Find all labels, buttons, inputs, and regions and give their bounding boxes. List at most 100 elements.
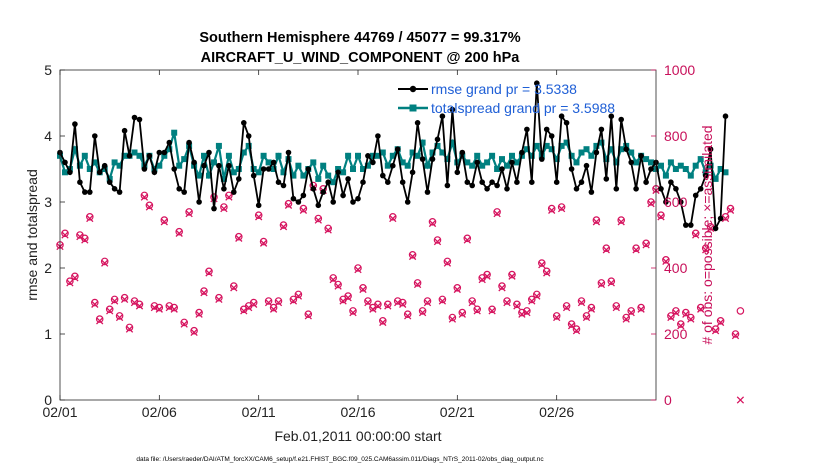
obs-assimilated-point [408, 252, 417, 261]
obs-assimilated-point [557, 204, 566, 213]
rmse-point [360, 179, 366, 185]
rmse-point [648, 166, 654, 172]
y-left-tick-label: 1 [44, 326, 52, 342]
totalspread-point [667, 159, 674, 166]
rmse-point [643, 179, 649, 185]
totalspread-point [260, 152, 267, 159]
rmse-point [588, 189, 595, 195]
rmse-point [201, 162, 207, 169]
rmse-point [300, 192, 307, 199]
rmse-point [241, 120, 247, 126]
obs-possible-point [428, 218, 437, 226]
rmse-point [87, 189, 93, 195]
rmse-point [206, 149, 212, 156]
rmse-point [573, 186, 580, 192]
totalspread-point [86, 166, 93, 172]
rmse-point [717, 215, 724, 222]
obs-assimilated-point [726, 206, 735, 214]
rmse-point [424, 189, 431, 195]
totalspread-point [225, 152, 232, 159]
totalspread-point [598, 139, 605, 146]
x-tick-label: 02/11 [242, 404, 276, 420]
rmse-point [563, 120, 570, 126]
rmse-point [181, 189, 187, 195]
obs-possible-point [632, 244, 640, 253]
rmse-point [72, 121, 78, 127]
obs-possible-point [388, 213, 397, 221]
obs-assimilated-point [428, 219, 437, 228]
obs-possible-point [66, 277, 74, 286]
rmse-point [315, 202, 322, 209]
rmse-point [712, 225, 719, 232]
totalspread-point [196, 172, 203, 179]
obs-assimilated-point [205, 269, 213, 277]
rmse-point [116, 189, 123, 195]
obs-assimilated-point [697, 305, 705, 313]
rmse-point [82, 189, 88, 195]
obs-assimilated-point [324, 226, 332, 234]
rmse-point [245, 133, 252, 139]
obs-assimilated-point [255, 213, 263, 221]
obs-assimilated-point [592, 218, 601, 226]
obs-possible-point [378, 316, 387, 325]
rmse-point [126, 153, 133, 159]
obs-assimilated-point [110, 297, 119, 305]
obs-possible-point [508, 270, 516, 279]
totalspread-point [608, 146, 615, 153]
obs-possible-point [711, 325, 720, 333]
obs-possible-point [488, 305, 496, 314]
totalspread-point [692, 162, 699, 169]
rmse-point [598, 126, 605, 133]
obs-possible-point [523, 307, 531, 315]
obs-assimilated-point [607, 279, 615, 287]
obs-assimilated-point [597, 280, 606, 289]
obs-assimilated-point [572, 327, 581, 335]
obs-assimilated-point [304, 312, 312, 320]
rmse-point [270, 159, 277, 166]
totalspread-point [717, 166, 724, 172]
obs-assimilated-point [200, 289, 208, 297]
obs-possible-point [736, 307, 745, 315]
rmse-point [543, 126, 550, 133]
obs-assimilated-point [344, 294, 352, 302]
rmse-point [390, 162, 396, 169]
obs-possible-point [612, 302, 621, 310]
obs-assimilated-point [513, 302, 521, 310]
obs-possible-point [667, 312, 675, 320]
totalspread-point [211, 159, 217, 166]
obs-possible-point [110, 295, 119, 304]
totalspread-point [121, 152, 128, 159]
obs-possible-point [259, 237, 268, 246]
obs-assimilated-point [637, 305, 645, 313]
totalspread-point [171, 129, 178, 136]
totalspread-point [449, 139, 456, 146]
totalspread-point [444, 156, 451, 163]
rmse-point [668, 179, 674, 185]
obs-possible-point [344, 292, 352, 300]
rmse-point [196, 199, 202, 205]
obs-possible-point [235, 232, 243, 241]
rmse-point [444, 182, 451, 189]
rmse-point [399, 179, 406, 185]
obs-possible-point [433, 236, 442, 244]
y-right-tick-label: 400 [664, 260, 688, 276]
totalspread-point [434, 142, 441, 149]
obs-possible-point [473, 305, 482, 314]
obs-assimilated-point [284, 201, 293, 209]
rmse-point [250, 172, 257, 179]
rmse-point [449, 106, 456, 113]
totalspread-point [677, 162, 684, 169]
obs-possible-point [91, 298, 99, 307]
rmse-point [226, 162, 232, 169]
obs-possible-point [577, 297, 586, 305]
obs-assimilated-point [160, 218, 168, 226]
totalspread-point [648, 159, 654, 166]
obs-assimilated-point [150, 303, 159, 312]
obs-possible-point [165, 302, 174, 310]
obs-possible-point [607, 277, 616, 286]
totalspread-point [369, 152, 376, 159]
obs-possible-point [686, 313, 695, 322]
rmse-point [111, 186, 118, 192]
obs-possible-point [155, 303, 164, 312]
rmse-series-group [57, 80, 729, 232]
